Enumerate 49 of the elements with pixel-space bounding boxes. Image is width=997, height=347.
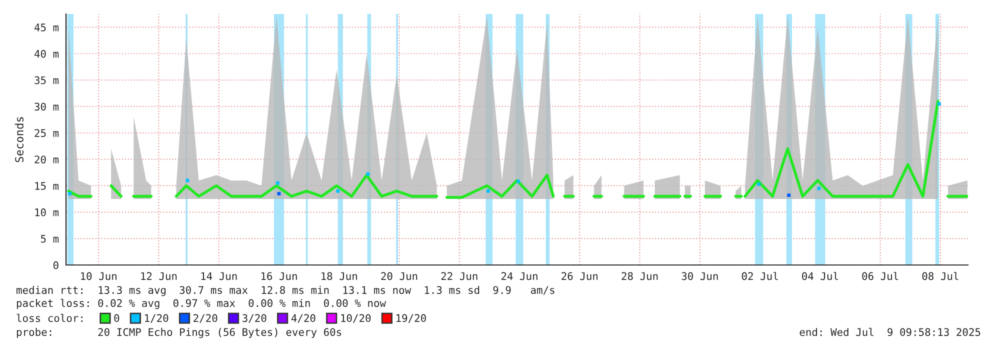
text: probe: 20 ICMP Echo Pings (56 Bytes) every 60s [16,328,342,338]
point [817,186,821,190]
x-tick-label: 22 Jun [441,272,478,280]
x-tick-label: 08 Jul [922,272,958,280]
point [516,180,520,184]
legend-label: 1/20 [145,314,168,323]
legend-title: loss color: [16,314,82,322]
legend-label: 10/20 [341,314,371,323]
x-tick-label: 12 Jun [141,272,177,280]
point [787,194,791,197]
y-tick-label: 30 m [34,102,59,111]
x-tick-label: 02 Jul [742,272,778,280]
legend-label: 3/20 [242,314,266,323]
x-tick-label: 16 Jun [261,272,297,280]
x-tick-label: 14 Jun [201,272,237,280]
point [336,189,340,193]
y-tick-label: 20 m [34,156,59,164]
y-axis-title: Seconds [14,117,24,162]
text: end: Wed Jul 9 09:58:13 2025 [800,328,980,336]
x-tick-label: 10 Jun [81,272,116,280]
point [277,192,281,196]
text: packet loss: 0.02 % avg 0.97 % max 0.00 % min 0.00 % now [16,298,386,310]
y-tick-label: 35 m [34,76,59,84]
point [68,192,72,196]
y-tick-label: 5 m [40,234,59,243]
x-tick-label: 06 Jul [862,272,898,280]
y-tick-label: 45 m [34,24,59,32]
x-tick-label: 30 Jun [682,272,718,280]
x-tick-label: 04 Jul [802,272,838,280]
point [276,181,280,185]
point [366,172,370,176]
legend-label: 2/20 [194,314,218,323]
legend-label: 4/20 [291,314,316,323]
x-tick-label: 24 Jun [501,272,538,280]
x-tick-label: 20 Jun [381,272,418,280]
y-tick-label: 0 [53,261,58,270]
text: median rtt: 13.3 ms avg 30.7 ms max 12.8 ms min 13.1 ms now 1.3 ms sd 9.9 am/s [16,286,554,296]
y-tick-label: 15 m [35,182,59,190]
x-tick-label: 26 Jun [562,272,598,280]
y-tick-label: 40 m [34,50,59,58]
legend-label: 0 [114,314,120,322]
y-tick-label: 25 m [34,129,59,138]
x-tick-label: 18 Jun [322,272,357,280]
legend-label: 19/20 [396,314,426,323]
point [937,102,941,106]
x-tick-label: 28 Jun [622,272,658,280]
y-tick-label: 10 m [35,208,59,216]
point [486,189,490,193]
point [757,182,760,186]
